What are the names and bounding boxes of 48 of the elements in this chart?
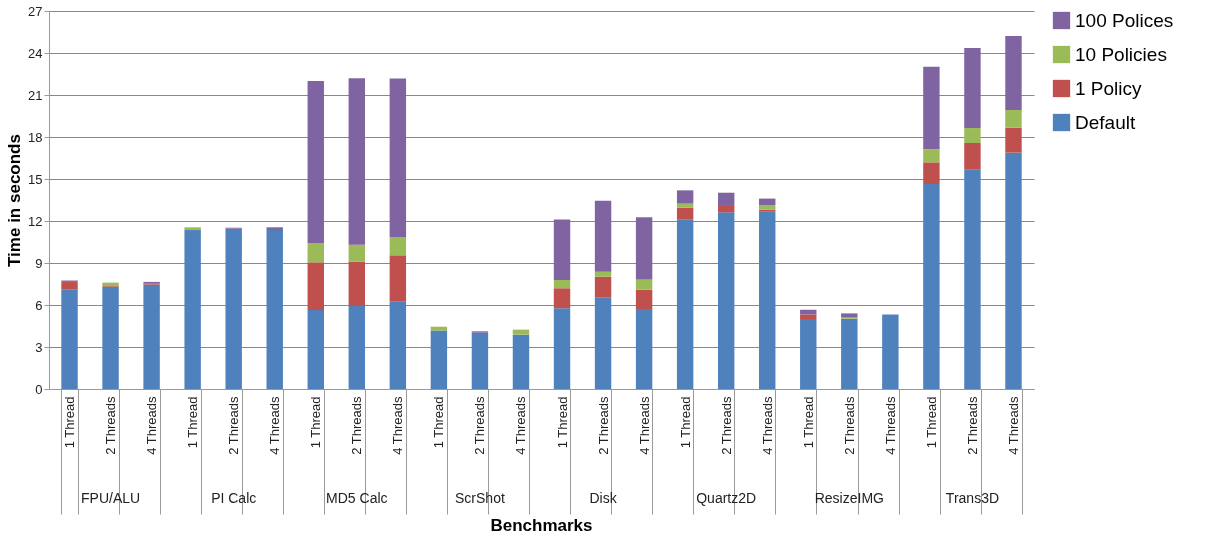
y-tick-label: 9 <box>35 255 43 271</box>
text: PI Calc <box>211 490 257 506</box>
x-tick-label: 2 Threads <box>349 396 365 455</box>
legend-label: Default <box>1075 111 1136 133</box>
legend-label: 10 Policies <box>1075 43 1167 65</box>
x-tick-label: 2 Threads <box>964 396 980 455</box>
x-tick-label: 2 Threads <box>595 396 611 455</box>
text: FPU/ALU <box>81 490 141 506</box>
x-tick-label: 1 Thread <box>677 396 693 449</box>
x-tick-label: 1 Thread <box>923 396 939 449</box>
text: Trans3D <box>945 490 1000 506</box>
y-tick-label: 24 <box>28 45 43 61</box>
legend-label: 1 Policy <box>1075 77 1143 99</box>
x-tick-label: 4 Threads <box>1005 396 1021 455</box>
x-tick-label: 1 Thread <box>62 396 78 449</box>
x-tick-label: 4 Threads <box>882 396 898 455</box>
y-tick-label: 3 <box>35 339 43 355</box>
x-tick-label: 1 Thread <box>308 396 324 449</box>
y-tick-label: 15 <box>28 171 43 187</box>
text: Quartz2D <box>696 490 757 506</box>
x-tick-label: 1 Thread <box>554 396 570 449</box>
x-tick-label: 4 Threads <box>759 396 775 455</box>
y-tick-label: 12 <box>28 213 43 229</box>
y-tick-label: 21 <box>28 87 43 103</box>
text: ResizeIMG <box>814 490 884 506</box>
x-tick-label: 4 Threads <box>267 396 283 455</box>
text: MD5 Calc <box>326 490 388 506</box>
y-tick-label: 18 <box>28 129 43 145</box>
x-tick-label: 1 Thread <box>800 396 816 449</box>
x-tick-label: 1 Thread <box>431 396 447 449</box>
text: ScrShot <box>455 490 505 506</box>
y-tick-label: 27 <box>28 3 43 19</box>
x-tick-label: 1 Thread <box>185 396 201 449</box>
x-tick-label: 2 Threads <box>472 396 488 455</box>
x-tick-label: 4 Threads <box>636 396 652 455</box>
legend-label: 100 Polices <box>1075 9 1174 31</box>
x-tick-label: 2 Threads <box>103 396 119 455</box>
x-tick-label: 2 Threads <box>718 396 734 455</box>
x-tick-label: 4 Threads <box>144 396 160 455</box>
x-tick-label: 2 Threads <box>226 396 242 455</box>
x-tick-label: 2 Threads <box>841 396 857 455</box>
text: Disk <box>589 490 618 506</box>
y-axis-title: Time in seconds <box>5 134 25 267</box>
y-tick-label: 6 <box>35 297 43 313</box>
y-tick-label: 0 <box>35 381 43 397</box>
x-tick-label: 4 Threads <box>513 396 529 455</box>
x-tick-label: 4 Threads <box>390 396 406 455</box>
x-axis-title: Benchmarks <box>490 516 593 535</box>
